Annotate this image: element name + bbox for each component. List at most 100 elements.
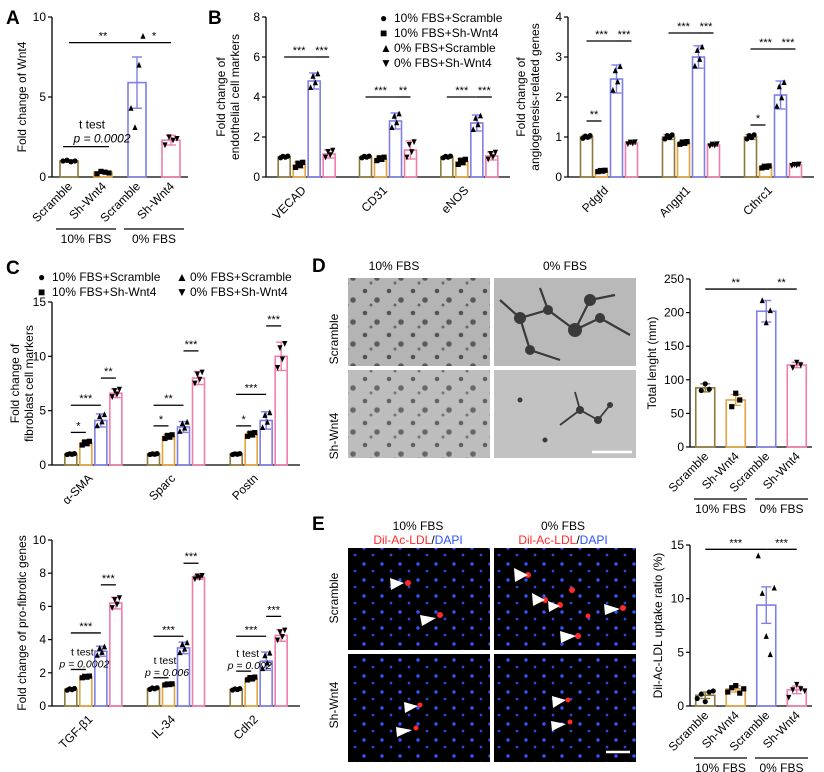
data-point bbox=[798, 686, 804, 693]
y-tick-label: 8 bbox=[253, 10, 260, 24]
y-tick-label: 0 bbox=[39, 699, 46, 713]
data-point bbox=[277, 629, 283, 636]
significance-label: *** bbox=[162, 624, 176, 636]
data-point bbox=[692, 62, 698, 69]
bar bbox=[661, 136, 676, 178]
significance-label: *** bbox=[245, 624, 259, 636]
bar bbox=[274, 355, 288, 466]
data-point bbox=[282, 341, 288, 347]
data-point bbox=[116, 595, 123, 602]
data-point bbox=[267, 649, 273, 656]
bar bbox=[706, 144, 721, 178]
significance-label: *** bbox=[374, 85, 388, 97]
micrograph-d-0fbs-scramble-clusters bbox=[514, 294, 605, 355]
data-point bbox=[330, 147, 336, 154]
significance-label: ** bbox=[164, 393, 173, 405]
data-point bbox=[179, 420, 185, 427]
panel-letter-e: E bbox=[312, 514, 325, 535]
y-axis-label: Fold change offibroblast cell markers bbox=[8, 325, 36, 442]
significance-label: t test bbox=[154, 655, 177, 667]
data-point bbox=[112, 388, 118, 394]
fluor-e-0fbs-shwnt4-nuclei bbox=[494, 654, 636, 762]
data-point bbox=[194, 573, 200, 580]
bar bbox=[694, 387, 716, 448]
data-point bbox=[194, 371, 200, 378]
micrograph-d-10fbs-shwnt4-cells bbox=[348, 370, 490, 458]
significance-label: *** bbox=[102, 573, 116, 585]
data-point bbox=[396, 110, 402, 117]
data-point bbox=[252, 674, 258, 680]
y-tick-label: 0 bbox=[39, 170, 46, 184]
data-point bbox=[282, 627, 288, 634]
significance-p-value: p = 0.002 bbox=[227, 660, 272, 672]
legend-b-sym-4: ▼ bbox=[380, 56, 392, 70]
data-point bbox=[729, 404, 735, 410]
y-tick-label: 100 bbox=[664, 373, 684, 387]
data-point bbox=[99, 418, 105, 425]
bar bbox=[676, 142, 691, 178]
y-axis-label: Fold change ofendothelial cell markers bbox=[214, 34, 242, 160]
data-point bbox=[374, 158, 380, 164]
data-point bbox=[470, 126, 476, 132]
significance-label: *** bbox=[267, 314, 281, 326]
data-point bbox=[102, 169, 108, 175]
data-point bbox=[170, 137, 176, 144]
data-point bbox=[694, 47, 700, 53]
data-point bbox=[706, 386, 712, 392]
data-point bbox=[763, 319, 769, 326]
bar bbox=[624, 142, 639, 178]
data-point bbox=[86, 438, 93, 444]
data-point bbox=[488, 151, 494, 157]
data-point bbox=[72, 158, 78, 164]
data-point bbox=[779, 94, 785, 101]
panel-e-row-label-scramble: Scramble bbox=[327, 572, 341, 623]
y-tick-label: 250 bbox=[664, 272, 684, 286]
data-point bbox=[267, 409, 273, 416]
panel-letter-a: A bbox=[6, 8, 20, 29]
data-point bbox=[684, 138, 690, 145]
data-point bbox=[307, 84, 314, 90]
significance-label: *** bbox=[729, 537, 743, 549]
panel-e-stain-label-10: Dil-Ac-LDL/DAPI bbox=[373, 533, 462, 547]
data-point bbox=[794, 681, 800, 688]
data-point bbox=[759, 590, 765, 596]
data-point bbox=[166, 134, 172, 141]
bar bbox=[725, 399, 747, 448]
stain-blue-10: DAPI bbox=[435, 533, 463, 547]
data-point bbox=[109, 394, 115, 400]
y-axis-label-line: angiogenesis-related genes bbox=[528, 23, 542, 170]
significance-label: *** bbox=[775, 537, 789, 549]
significance-label: * bbox=[152, 31, 157, 43]
data-point bbox=[154, 685, 160, 691]
y-axis-label-line: endothelial cell markers bbox=[228, 34, 242, 160]
data-point bbox=[197, 575, 203, 581]
data-point bbox=[94, 171, 100, 177]
legend-c-label-2: 10% FBS+Sh-Wnt4 bbox=[52, 285, 157, 299]
y-tick-label: 0 bbox=[677, 440, 684, 454]
group-label: 0% FBS bbox=[132, 232, 176, 246]
group-label: 10% FBS bbox=[695, 502, 746, 516]
y-tick-label: 6 bbox=[253, 50, 260, 64]
chart-C2: 0 2 4 6 8 10 Fold change of pro-fibrotic genes… bbox=[15, 533, 300, 752]
data-point bbox=[237, 451, 243, 457]
x-category-label: Cdh2 bbox=[231, 712, 261, 742]
stain-red-0: Dil-Ac-LDL bbox=[518, 533, 576, 547]
data-point bbox=[492, 149, 499, 156]
panel-d-col-header-0: 0% FBS bbox=[543, 259, 587, 273]
ttest-label: t test bbox=[79, 118, 106, 132]
significance-label: ** bbox=[590, 109, 599, 121]
bar bbox=[274, 634, 288, 707]
data-point bbox=[322, 154, 329, 161]
micrograph-d-0fbs-shwnt4 bbox=[494, 370, 636, 458]
data-point bbox=[262, 652, 268, 659]
x-category-label: IL-34 bbox=[149, 712, 178, 741]
y-axis-label-line: Fold change of bbox=[214, 57, 228, 137]
data-point bbox=[97, 413, 103, 420]
y-axis-label-line: fibroblast cell markers bbox=[22, 325, 36, 442]
significance-label: ** bbox=[399, 85, 408, 97]
significance-label: ** bbox=[99, 31, 108, 43]
data-point bbox=[68, 159, 74, 165]
panel-e-col-header-0: 0% FBS bbox=[541, 519, 585, 533]
data-point bbox=[404, 154, 410, 161]
